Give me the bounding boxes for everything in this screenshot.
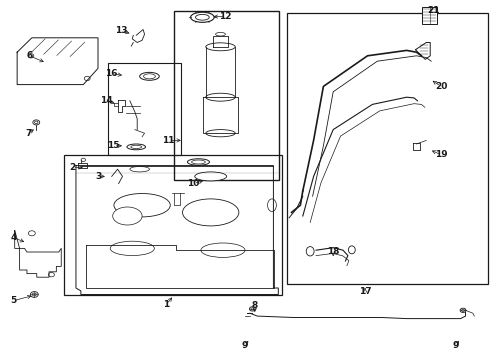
Bar — [287, 13, 488, 284]
Text: 6: 6 — [26, 51, 32, 60]
Ellipse shape — [131, 145, 142, 148]
Text: 20: 20 — [435, 82, 447, 91]
Ellipse shape — [196, 14, 209, 20]
Text: 9: 9 — [452, 341, 459, 350]
Text: 14: 14 — [100, 96, 113, 105]
Text: 1: 1 — [164, 300, 170, 309]
Bar — [174, 11, 279, 180]
Text: 21: 21 — [427, 5, 440, 14]
Ellipse shape — [206, 43, 235, 51]
Ellipse shape — [195, 172, 226, 181]
Ellipse shape — [144, 74, 155, 79]
Text: 17: 17 — [359, 287, 371, 296]
Ellipse shape — [140, 72, 159, 80]
Text: 2: 2 — [70, 163, 75, 172]
Text: 4: 4 — [10, 233, 17, 242]
Ellipse shape — [110, 241, 154, 256]
Text: 18: 18 — [327, 247, 340, 256]
Ellipse shape — [192, 160, 205, 164]
Text: 12: 12 — [219, 12, 232, 21]
Ellipse shape — [268, 199, 276, 211]
Ellipse shape — [348, 246, 355, 254]
Text: 13: 13 — [115, 26, 128, 35]
Ellipse shape — [206, 130, 235, 137]
Bar — [64, 155, 282, 295]
Text: 9: 9 — [242, 341, 248, 350]
Ellipse shape — [191, 12, 214, 22]
Ellipse shape — [113, 207, 142, 225]
Text: 8: 8 — [252, 302, 258, 310]
Text: 7: 7 — [25, 129, 32, 138]
Text: 5: 5 — [11, 296, 17, 305]
Ellipse shape — [201, 243, 245, 257]
Ellipse shape — [182, 199, 239, 226]
Ellipse shape — [206, 93, 235, 101]
Ellipse shape — [306, 247, 314, 256]
Bar — [422, 7, 437, 24]
Ellipse shape — [188, 159, 210, 165]
Text: 3: 3 — [95, 172, 101, 181]
Bar — [108, 63, 181, 155]
Ellipse shape — [130, 166, 149, 172]
Ellipse shape — [127, 144, 146, 150]
Text: 11: 11 — [162, 136, 175, 145]
Text: 10: 10 — [187, 179, 200, 188]
Text: 19: 19 — [435, 150, 447, 159]
Bar — [422, 7, 437, 24]
Text: 15: 15 — [107, 141, 120, 150]
Ellipse shape — [114, 194, 171, 217]
Text: 16: 16 — [105, 69, 118, 78]
